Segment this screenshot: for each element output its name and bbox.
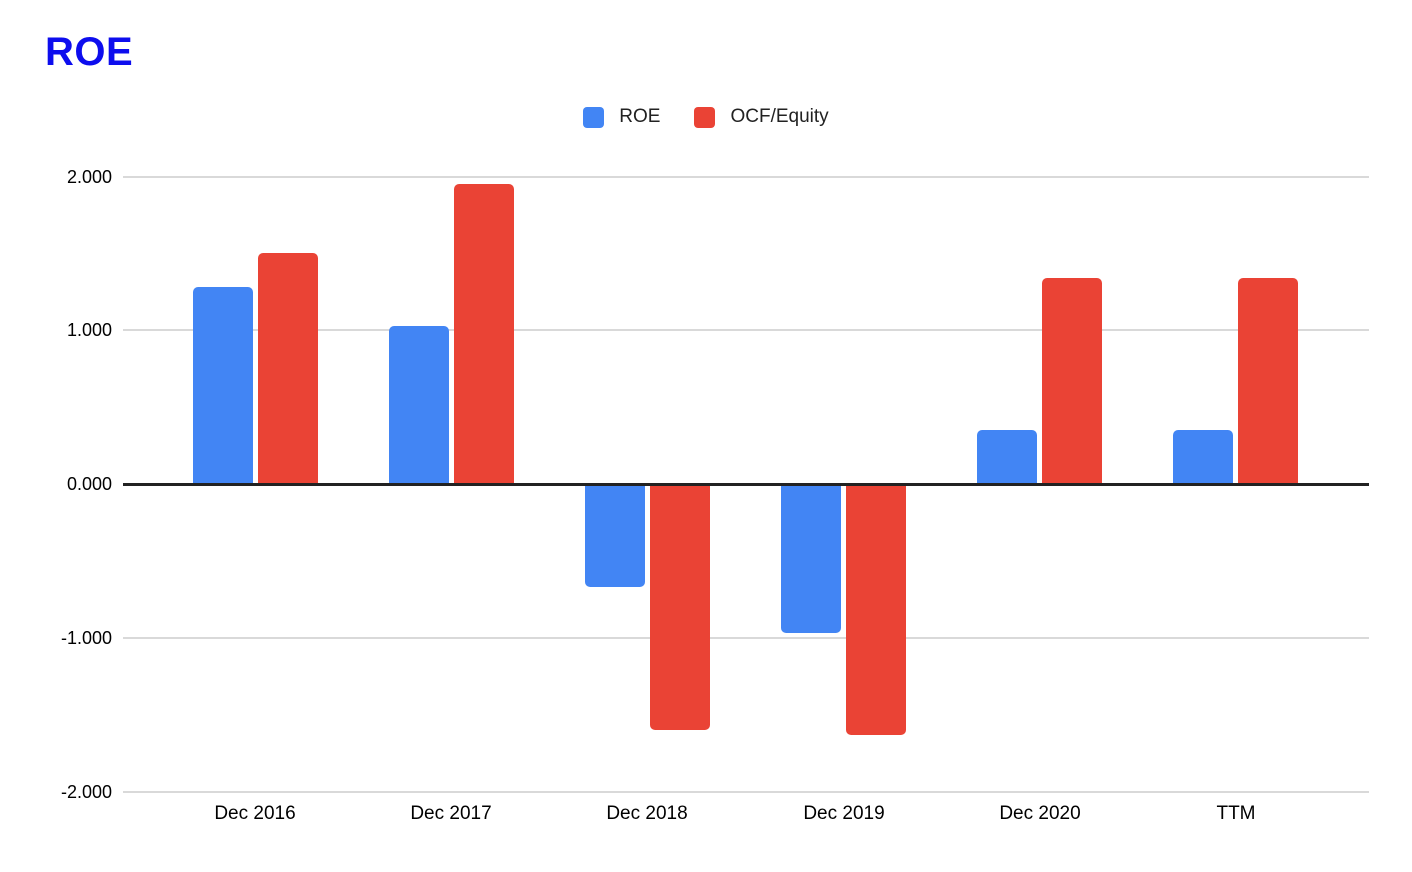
bar-ocf-equity-dec-2017[interactable]	[454, 184, 514, 484]
bar-roe-dec-2019[interactable]	[781, 484, 841, 634]
y-axis-tick-label: 1.000	[66, 320, 112, 341]
legend-swatch-ocf-equity-icon	[694, 106, 716, 128]
y-axis-tick-label: -2.000	[60, 781, 112, 802]
gridline	[123, 636, 1369, 639]
legend-label-roe: ROE	[619, 106, 661, 127]
bar-ocf-equity-dec-2016[interactable]	[258, 253, 318, 484]
bar-ocf-equity-ttm[interactable]	[1238, 277, 1298, 484]
legend: ROE OCF/Equity	[0, 106, 1412, 128]
x-axis-label: Dec 2017	[410, 803, 492, 824]
bar-roe-dec-2020[interactable]	[977, 430, 1037, 484]
y-axis-tick-label: -1.000	[60, 627, 112, 648]
bar-ocf-equity-dec-2020[interactable]	[1042, 277, 1102, 484]
x-axis-label: Dec 2016	[214, 803, 296, 824]
x-axis-label: TTM	[1216, 803, 1256, 824]
legend-item-roe[interactable]: ROE	[583, 106, 660, 128]
gridline	[123, 790, 1369, 793]
gridline	[123, 175, 1369, 178]
legend-item-ocf-equity[interactable]: OCF/Equity	[694, 106, 829, 128]
legend-label-ocf-equity: OCF/Equity	[730, 106, 829, 127]
chart-title: ROE	[45, 30, 134, 74]
x-axis-label: Dec 2019	[803, 803, 885, 824]
bar-ocf-equity-dec-2019[interactable]	[846, 484, 906, 735]
x-axis-label: Dec 2020	[999, 803, 1081, 824]
bar-roe-dec-2016[interactable]	[193, 287, 253, 484]
bar-roe-dec-2017[interactable]	[389, 325, 449, 484]
x-axis-zero-line	[123, 483, 1369, 486]
y-axis-tick-label: 0.000	[66, 474, 112, 494]
gridline	[123, 329, 1369, 332]
legend-swatch-roe-icon	[583, 106, 605, 128]
bar-roe-dec-2018[interactable]	[585, 484, 645, 587]
y-axis-tick-label: 2.000	[66, 166, 112, 187]
x-axis-label: Dec 2018	[606, 803, 688, 824]
bar-roe-ttm[interactable]	[1173, 430, 1233, 484]
bar-ocf-equity-dec-2018[interactable]	[650, 484, 710, 730]
